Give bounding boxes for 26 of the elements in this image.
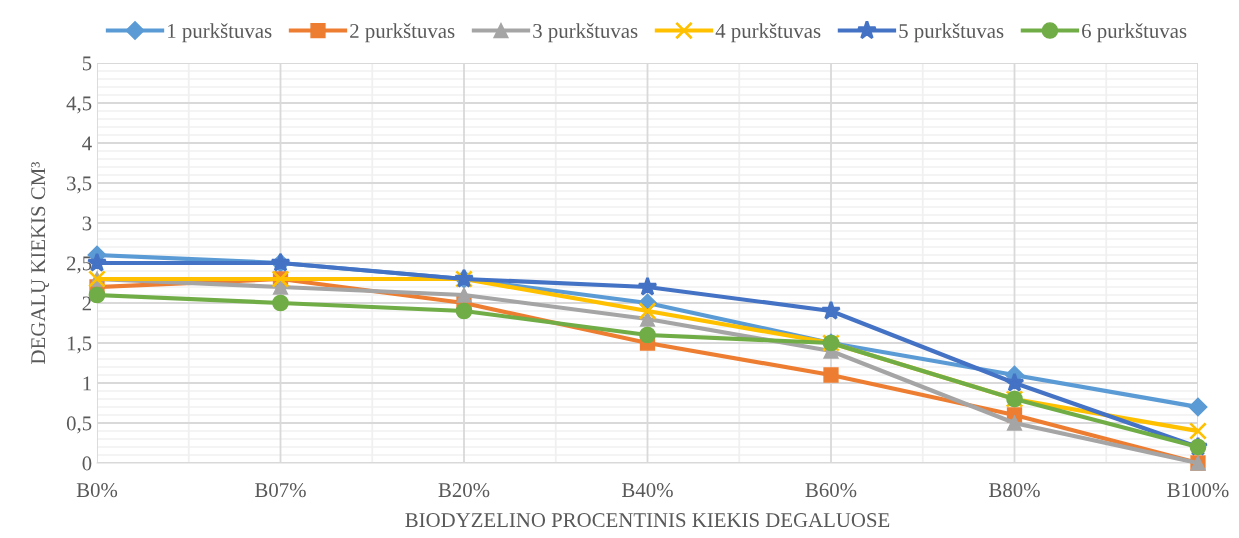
y-tick-label: 2,5 <box>67 256 92 274</box>
x-tick-label: B40% <box>622 483 673 498</box>
y-tick-label: 3 <box>82 216 92 231</box>
y-tick-label: 1 <box>83 376 91 391</box>
x-tick-label: B100% <box>1167 483 1229 498</box>
legend-label: 3 purkštuvas <box>533 23 638 43</box>
y-axis-title: DEGALŲ KIEKIS CM³ <box>31 161 50 364</box>
x-tick-label: B60% <box>805 483 857 498</box>
x-axis-title: BIODYZELINO PROCENTINIS KIEKIS DEGALUOSE <box>405 513 890 528</box>
legend-label: 1 purkštuvas <box>168 23 272 43</box>
legend-label: 2 purkštuvas <box>350 23 455 43</box>
legend-label: 4 purkštuvas <box>715 23 821 43</box>
y-tick-label: 4 <box>82 136 92 151</box>
x-tick-label: B80% <box>989 483 1040 498</box>
legend-label: 6 purkštuvas <box>1082 23 1187 43</box>
y-tick-label: 0,5 <box>66 416 92 434</box>
x-tick-label: B0% <box>76 483 118 498</box>
y-tick-label: 0 <box>82 456 92 471</box>
y-tick-label: 4,5 <box>66 96 92 114</box>
y-tick-label: 5 <box>82 56 92 71</box>
x-tick-label: B07% <box>255 483 306 498</box>
y-tick-label: 3,5 <box>67 176 92 194</box>
y-tick-label: 1,5 <box>67 336 92 354</box>
y-tick-label: 2 <box>82 296 91 311</box>
legend-label: 5 purkštuvas <box>899 23 1004 43</box>
x-tick-label: B20% <box>438 483 490 498</box>
